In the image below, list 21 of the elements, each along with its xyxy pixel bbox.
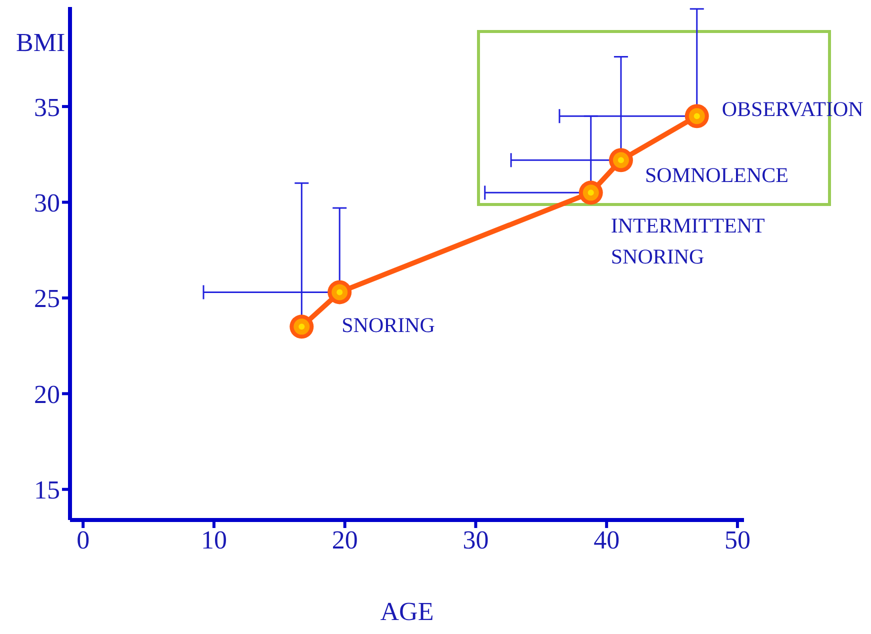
- y-tick-label: 15: [34, 476, 60, 505]
- annotation: SOMNOLENCE: [644, 163, 788, 188]
- x-tick-label: 10: [200, 525, 227, 554]
- y-tick-label: 30: [34, 188, 60, 218]
- x-tick-label: 30: [462, 525, 489, 554]
- annotation: SNORING: [342, 313, 435, 338]
- point: [328, 280, 352, 304]
- point: [684, 104, 709, 128]
- y-tick-label: 20: [34, 380, 60, 409]
- x-axis-title: AGE: [380, 597, 434, 626]
- annotation: INTERMITTENT SNORING: [610, 214, 766, 269]
- y-tick-label: 35: [34, 92, 60, 122]
- x-tick-label: 20: [332, 525, 358, 554]
- x-tick-label: 0: [76, 525, 90, 554]
- point: [608, 148, 633, 172]
- x-tick-label: 40: [594, 525, 620, 554]
- x-tick-label: 50: [724, 525, 750, 554]
- point: [578, 180, 603, 205]
- point: [290, 314, 314, 339]
- y-axis-title: BMI: [16, 28, 66, 58]
- y-tick-label: 25: [34, 284, 60, 314]
